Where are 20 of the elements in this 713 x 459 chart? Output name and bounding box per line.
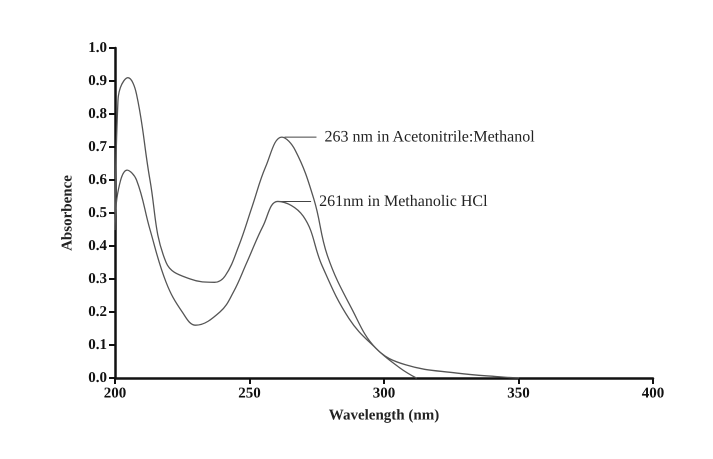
annotation: 261nm in Methanolic HCl xyxy=(319,192,488,210)
y-tick-label: 0.5 xyxy=(88,205,107,221)
y-tick-label: 0.2 xyxy=(88,304,107,320)
x-axis-title: Wavelength (nm) xyxy=(328,408,440,424)
y-tick-label: 0.1 xyxy=(88,337,107,353)
y-tick-label: 0.7 xyxy=(88,139,108,155)
y-tick-label: 0.3 xyxy=(88,271,107,287)
y-tick-label: 0.9 xyxy=(88,73,107,89)
x-tick-label: 200 xyxy=(104,386,126,402)
y-tick-label: 1.0 xyxy=(88,40,107,56)
y-tick-label: 0.0 xyxy=(88,370,107,386)
y-tick-label: 0.8 xyxy=(88,106,107,122)
y-tick-label: 0.6 xyxy=(88,172,108,188)
y-axis-title: Absorbence xyxy=(60,174,76,251)
annotation: 263 nm in Acetonitrile:Methanol xyxy=(324,128,536,146)
x-tick-label: 250 xyxy=(238,386,261,402)
x-tick-label: 350 xyxy=(507,386,530,402)
x-tick-label: 300 xyxy=(372,386,396,402)
y-tick-label: 0.4 xyxy=(88,238,108,254)
x-tick-label: 400 xyxy=(642,386,664,402)
